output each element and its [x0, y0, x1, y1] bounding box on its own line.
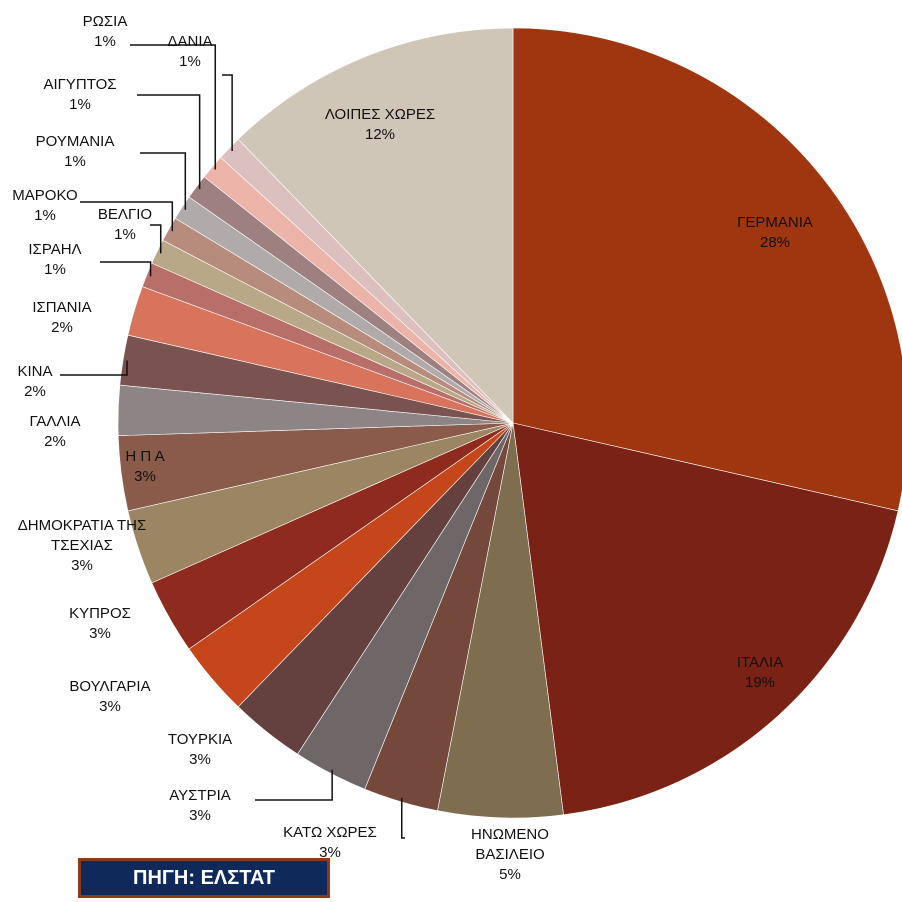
category-label: ΡΩΣΙΑ — [82, 13, 128, 30]
value-label: 1% — [179, 53, 201, 70]
value-label: 1% — [64, 153, 86, 170]
pie-slice — [237, 27, 514, 424]
value-label: 1% — [44, 261, 66, 278]
value-label: 5% — [499, 866, 521, 883]
pie-slice — [512, 27, 902, 512]
category-label: ΑΥΣΤΡΙΑ — [169, 787, 231, 804]
value-label: 3% — [99, 698, 121, 715]
value-label: 3% — [89, 625, 111, 642]
slice-label: ΙΣΠΑΝΙΑ 2% — [2, 298, 122, 338]
leader-line — [137, 94, 201, 190]
slice-label: ΒΟΥΛΓΑΡΙΑ 3% — [30, 677, 190, 717]
value-label: 3% — [319, 844, 341, 861]
value-label: 2% — [44, 433, 66, 450]
value-label: 3% — [134, 468, 156, 485]
leader-line — [140, 152, 187, 210]
category-label: ΚΥΠΡΟΣ — [69, 605, 131, 622]
slice-label: ΛΟΙΠΕΣ ΧΩΡΕΣ 12% — [290, 105, 470, 145]
category-label: ΑΙΓΥΠΤΟΣ — [43, 76, 117, 93]
category-label: ΚΙΝΑ — [17, 363, 53, 380]
value-label: 28% — [759, 234, 791, 251]
slice-label: ΔΗΜΟΚΡΑΤΙΑ ΤΗΣ ΤΣΕΧΙΑΣ 3% — [10, 516, 155, 576]
slice-label: ΓΑΛΛΙΑ 2% — [0, 412, 115, 452]
value-label: 3% — [71, 557, 93, 574]
leader-line — [80, 201, 174, 232]
category-label: ΓΑΛΛΙΑ — [29, 413, 81, 430]
slice-label: ΚΥΠΡΟΣ 3% — [20, 604, 180, 644]
category-label: ΔΗΜΟΚΡΑΤΙΑ ΤΗΣ ΤΣΕΧΙΑΣ — [17, 517, 147, 554]
leader-line — [255, 769, 333, 801]
leader-line — [130, 44, 217, 170]
slice-label: ΡΟΥΜΑΝΙΑ 1% — [0, 132, 150, 172]
category-label: ΙΤΑΛΙΑ — [736, 654, 784, 671]
category-label: ΗΝΩΜΕΝΟ ΒΑΣΙΛΕΙΟ — [471, 826, 549, 863]
category-label: ΓΕΡΜΑΝΙΑ — [737, 214, 813, 231]
slice-label: ΜΑΡΟΚΟ 1% — [0, 186, 95, 226]
value-label: 12% — [364, 126, 396, 143]
category-label: ΔΑΝΙΑ — [167, 33, 213, 50]
category-label: ΤΟΥΡΚΙΑ — [167, 731, 233, 748]
category-label: ΡΟΥΜΑΝΙΑ — [35, 133, 115, 150]
value-label: 1% — [69, 96, 91, 113]
value-label: 2% — [51, 319, 73, 336]
slice-label: ΑΥΣΤΡΙΑ 3% — [120, 786, 280, 826]
leader-line — [100, 261, 152, 277]
leader-line — [150, 224, 162, 254]
category-label: ΚΑΤΩ ΧΩΡΕΣ — [283, 824, 377, 841]
slice-label: ΡΩΣΙΑ 1% — [55, 12, 155, 52]
value-label: 19% — [744, 674, 776, 691]
category-label: ΒΟΥΛΓΑΡΙΑ — [69, 678, 151, 695]
value-label: 1% — [94, 33, 116, 50]
category-label: Η Π Α — [125, 448, 165, 465]
slice-label: Η Π Α 3% — [95, 447, 195, 487]
slice-label: ΒΕΛΓΙΟ 1% — [85, 205, 165, 245]
source-box: ΠΗΓΗ: ΕΛΣΤΑΤ — [78, 858, 330, 898]
leader-line — [400, 797, 405, 839]
value-label: 1% — [114, 226, 136, 243]
leader-line — [222, 74, 233, 151]
slice-label: ΔΑΝΙΑ 1% — [140, 32, 240, 72]
slice-label: ΙΣΡΑΗΛ 1% — [5, 240, 105, 280]
category-label: ΙΣΠΑΝΙΑ — [32, 299, 92, 316]
slice-label: ΤΟΥΡΚΙΑ 3% — [120, 730, 280, 770]
slice-label: ΗΝΩΜΕΝΟ ΒΑΣΙΛΕΙΟ 5% — [455, 825, 565, 885]
slice-label: ΚΑΤΩ ΧΩΡΕΣ 3% — [250, 823, 410, 863]
category-label: ΛΟΙΠΕΣ ΧΩΡΕΣ — [324, 106, 436, 123]
leader-line — [60, 360, 128, 376]
value-label: 1% — [34, 207, 56, 224]
category-label: ΒΕΛΓΙΟ — [97, 206, 153, 223]
slice-label: ΓΕΡΜΑΝΙΑ 28% — [695, 213, 855, 253]
value-label: 3% — [189, 751, 211, 768]
pie-slice — [512, 422, 899, 816]
value-label: 2% — [24, 383, 46, 400]
value-label: 3% — [189, 807, 211, 824]
category-label: ΜΑΡΟΚΟ — [12, 187, 78, 204]
slice-label: ΑΙΓΥΠΤΟΣ 1% — [5, 75, 155, 115]
category-label: ΙΣΡΑΗΛ — [28, 241, 82, 258]
slice-label: ΙΤΑΛΙΑ 19% — [680, 653, 840, 693]
slice-label: ΚΙΝΑ 2% — [0, 362, 85, 402]
